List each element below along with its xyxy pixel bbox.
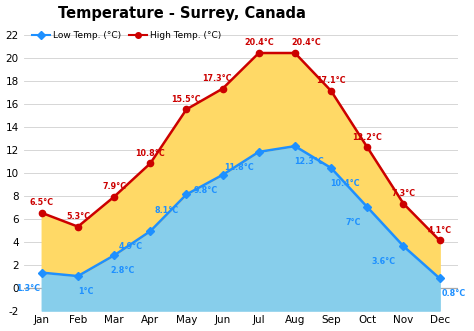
Text: 0.8°C: 0.8°C	[441, 290, 465, 299]
Text: 11.8°C: 11.8°C	[225, 163, 254, 172]
Text: 2.8°C: 2.8°C	[110, 266, 135, 275]
Text: 20.4°C: 20.4°C	[244, 38, 273, 47]
Text: 8.1°C: 8.1°C	[155, 206, 179, 214]
Text: 7.3°C: 7.3°C	[392, 189, 416, 198]
Text: 12.2°C: 12.2°C	[352, 133, 382, 142]
Text: 7.9°C: 7.9°C	[102, 182, 126, 191]
Text: Temperature - Surrey, Canada: Temperature - Surrey, Canada	[58, 6, 306, 21]
Text: 17.1°C: 17.1°C	[316, 76, 346, 85]
Text: 4.1°C: 4.1°C	[428, 226, 452, 235]
Text: 20.4°C: 20.4°C	[291, 38, 321, 47]
Text: 3.6°C: 3.6°C	[372, 257, 396, 266]
Text: 17.3°C: 17.3°C	[202, 74, 232, 83]
Text: 10.8°C: 10.8°C	[136, 149, 165, 158]
Text: 10.4°C: 10.4°C	[330, 179, 360, 188]
Text: 1°C: 1°C	[79, 287, 94, 296]
Text: 1.3°C: 1.3°C	[16, 284, 40, 293]
Text: 9.8°C: 9.8°C	[194, 186, 218, 195]
Text: 4.9°C: 4.9°C	[119, 242, 143, 251]
Text: 7°C: 7°C	[346, 218, 361, 227]
Text: 12.3°C: 12.3°C	[294, 157, 324, 166]
Text: 15.5°C: 15.5°C	[172, 95, 201, 104]
Text: 5.3°C: 5.3°C	[66, 212, 90, 221]
Text: 6.5°C: 6.5°C	[30, 198, 54, 207]
Legend: Low Temp. (°C), High Temp. (°C): Low Temp. (°C), High Temp. (°C)	[28, 27, 225, 44]
